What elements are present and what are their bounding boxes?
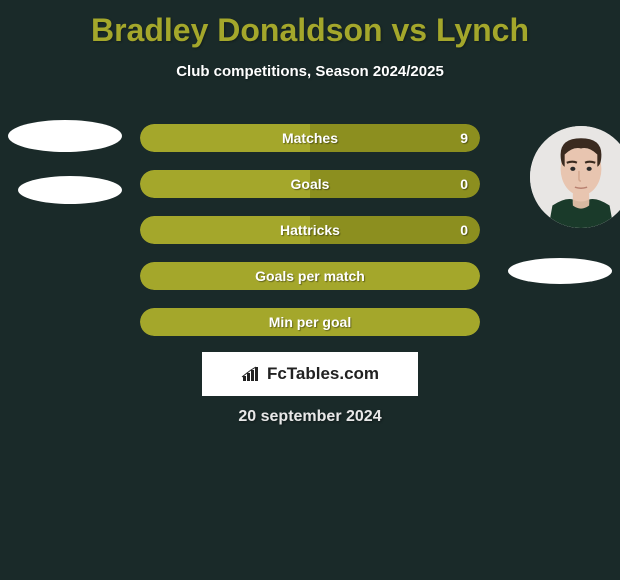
bar-label: Min per goal: [140, 308, 480, 336]
avatar-left-placeholder-2: [18, 176, 122, 204]
page-title: Bradley Donaldson vs Lynch: [0, 0, 620, 49]
stat-bar-row: Hattricks0: [140, 216, 480, 244]
bar-label: Goals: [140, 170, 480, 198]
bar-label: Hattricks: [140, 216, 480, 244]
bar-label: Matches: [140, 124, 480, 152]
avatar-right-placeholder: [508, 258, 612, 284]
stat-bar-row: Min per goal: [140, 308, 480, 336]
title-player2: Lynch: [436, 12, 529, 48]
stat-bar-row: Goals per match: [140, 262, 480, 290]
title-vs: vs: [391, 12, 427, 48]
date-text: 20 september 2024: [0, 408, 620, 426]
chart-icon: [241, 366, 261, 382]
avatar-right: [530, 126, 620, 228]
brand-text: FcTables.com: [267, 364, 379, 384]
avatar-left-placeholder: [8, 120, 122, 152]
brand-badge: FcTables.com: [202, 352, 418, 396]
subtitle: Club competitions, Season 2024/2025: [0, 63, 620, 80]
stat-bars: Matches9Goals0Hattricks0Goals per matchM…: [140, 124, 480, 354]
bar-value-right: 0: [460, 170, 468, 198]
bar-value-right: 0: [460, 216, 468, 244]
stat-bar-row: Matches9: [140, 124, 480, 152]
stat-bar-row: Goals0: [140, 170, 480, 198]
bar-value-right: 9: [460, 124, 468, 152]
bar-label: Goals per match: [140, 262, 480, 290]
title-player1: Bradley Donaldson: [91, 12, 383, 48]
